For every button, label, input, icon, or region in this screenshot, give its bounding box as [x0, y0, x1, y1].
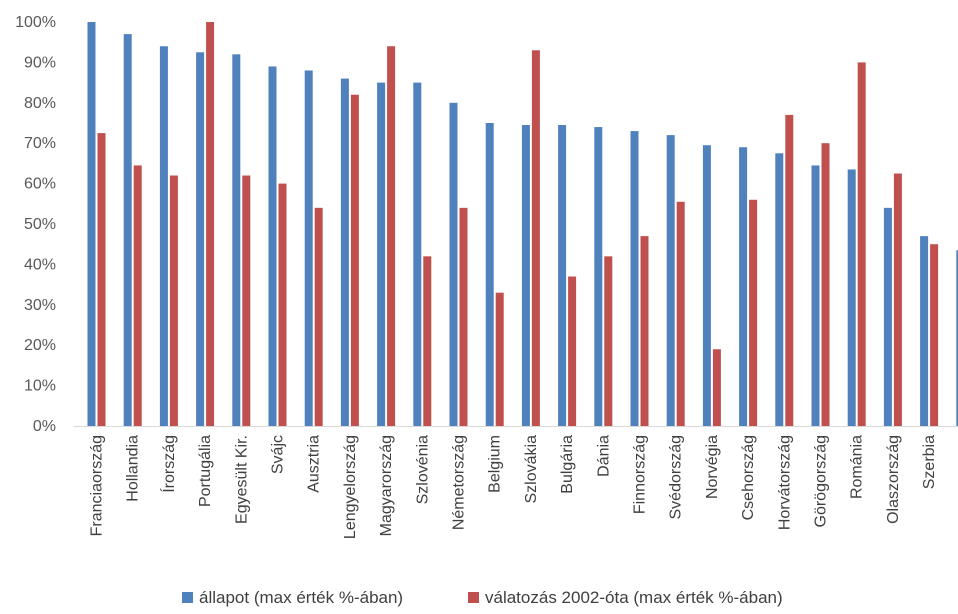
y-tick-label: 100%	[15, 14, 56, 31]
bar-valtozas	[749, 199, 758, 426]
category-label: Csehország	[740, 435, 757, 520]
category-labels: Franciaország Hollandia Írország Portugália…	[89, 435, 958, 541]
bar-allapot	[521, 125, 530, 427]
bar-allapot	[883, 207, 892, 426]
bar-valtozas	[97, 133, 106, 426]
bar-allapot	[340, 78, 349, 426]
bar-valtozas	[387, 46, 396, 427]
y-axis-ticks: 0% 10% 20% 30% 40% 50% 60% 70% 80% 90% 100%	[15, 14, 56, 435]
legend: állapot (max érték %-ában) válatozás 2002…	[182, 588, 783, 607]
y-tick-label: 60%	[24, 176, 56, 193]
bar-valtozas	[350, 94, 359, 426]
y-tick-label: 50%	[24, 216, 56, 233]
y-tick-label: 0%	[33, 418, 56, 435]
bar-valtozas	[423, 256, 432, 426]
category-label: Románia	[849, 435, 866, 499]
bar-valtozas	[169, 175, 178, 426]
bar-allapot	[449, 102, 458, 427]
category-label: Svédország	[668, 435, 685, 520]
bar-allapot	[268, 66, 277, 426]
category-label: Norvégia	[704, 435, 721, 499]
category-label: Belgium	[487, 435, 504, 493]
bar-valtozas	[278, 183, 287, 426]
category-label: Portugália	[197, 435, 214, 507]
category-label: Lengyelország	[342, 435, 359, 539]
bar-allapot	[594, 127, 603, 426]
category-label: Görögország	[813, 435, 830, 528]
bar-valtozas	[712, 349, 721, 426]
bar-valtozas	[821, 143, 830, 426]
bar-allapot	[666, 135, 675, 426]
bar-allapot	[920, 236, 929, 426]
category-label: Finnország	[632, 435, 649, 514]
category-label: Szlovákia	[523, 435, 540, 504]
category-label: Ausztria	[306, 435, 323, 493]
category-label: Szlovénia	[414, 435, 431, 504]
category-label: Franciaország	[89, 435, 106, 536]
y-tick-label: 30%	[24, 297, 56, 314]
legend-swatch	[182, 592, 193, 603]
bar-allapot	[485, 123, 494, 426]
bar-allapot	[304, 70, 313, 426]
legend-label: állapot (max érték %-ában)	[199, 588, 403, 607]
bar-valtozas	[568, 276, 577, 426]
y-tick-label: 80%	[24, 95, 56, 112]
bar-allapot	[377, 82, 386, 426]
category-label: Hollandia	[125, 435, 142, 502]
legend-swatch	[468, 592, 479, 603]
bar-valtozas	[133, 165, 142, 427]
legend-label: válatozás 2002-óta (max érték %-ában)	[485, 588, 783, 607]
category-label: Írország	[159, 435, 178, 493]
bar-allapot	[702, 145, 711, 426]
bar-allapot	[811, 165, 820, 427]
bar-allapot	[847, 169, 856, 426]
category-label: Dánia	[595, 435, 612, 477]
bar-valtozas	[206, 22, 215, 426]
y-tick-label: 40%	[24, 256, 56, 273]
bar-allapot	[159, 46, 168, 427]
y-tick-label: 10%	[24, 378, 56, 395]
category-label: Szerbia	[921, 435, 938, 489]
y-tick-label: 90%	[24, 54, 56, 71]
bar-valtozas	[893, 173, 902, 426]
bar-allapot	[956, 250, 958, 426]
bar-allapot	[232, 54, 241, 426]
category-label: Bulgária	[559, 435, 576, 494]
category-label: Németország	[451, 435, 468, 530]
bar-valtozas	[495, 292, 504, 426]
bar-allapot	[558, 125, 567, 427]
bar-allapot	[413, 82, 422, 426]
bar-allapot	[775, 153, 784, 427]
y-tick-label: 20%	[24, 337, 56, 354]
bar-valtozas	[314, 207, 323, 426]
bar-valtozas	[930, 244, 939, 426]
category-label: Olaszország	[885, 435, 902, 524]
y-tick-label: 70%	[24, 135, 56, 152]
bar-valtozas	[459, 207, 468, 426]
category-label: Egyesült Kir.	[233, 435, 250, 524]
category-label: Horvátország	[776, 435, 793, 530]
bar-valtozas	[676, 201, 685, 426]
category-label: Magyarország	[378, 435, 395, 536]
bar-allapot	[87, 22, 96, 426]
bar-valtozas	[857, 62, 866, 427]
category-label: Svájc	[270, 435, 287, 474]
bar-valtozas	[785, 114, 794, 427]
bars	[87, 22, 958, 427]
bar-allapot	[739, 147, 748, 427]
bar-valtozas	[531, 50, 540, 426]
bar-valtozas	[242, 175, 251, 426]
bar-valtozas	[640, 236, 649, 426]
bar-allapot	[123, 34, 132, 427]
bar-allapot	[196, 52, 205, 427]
bar-valtozas	[604, 256, 613, 426]
bar-allapot	[630, 131, 639, 426]
